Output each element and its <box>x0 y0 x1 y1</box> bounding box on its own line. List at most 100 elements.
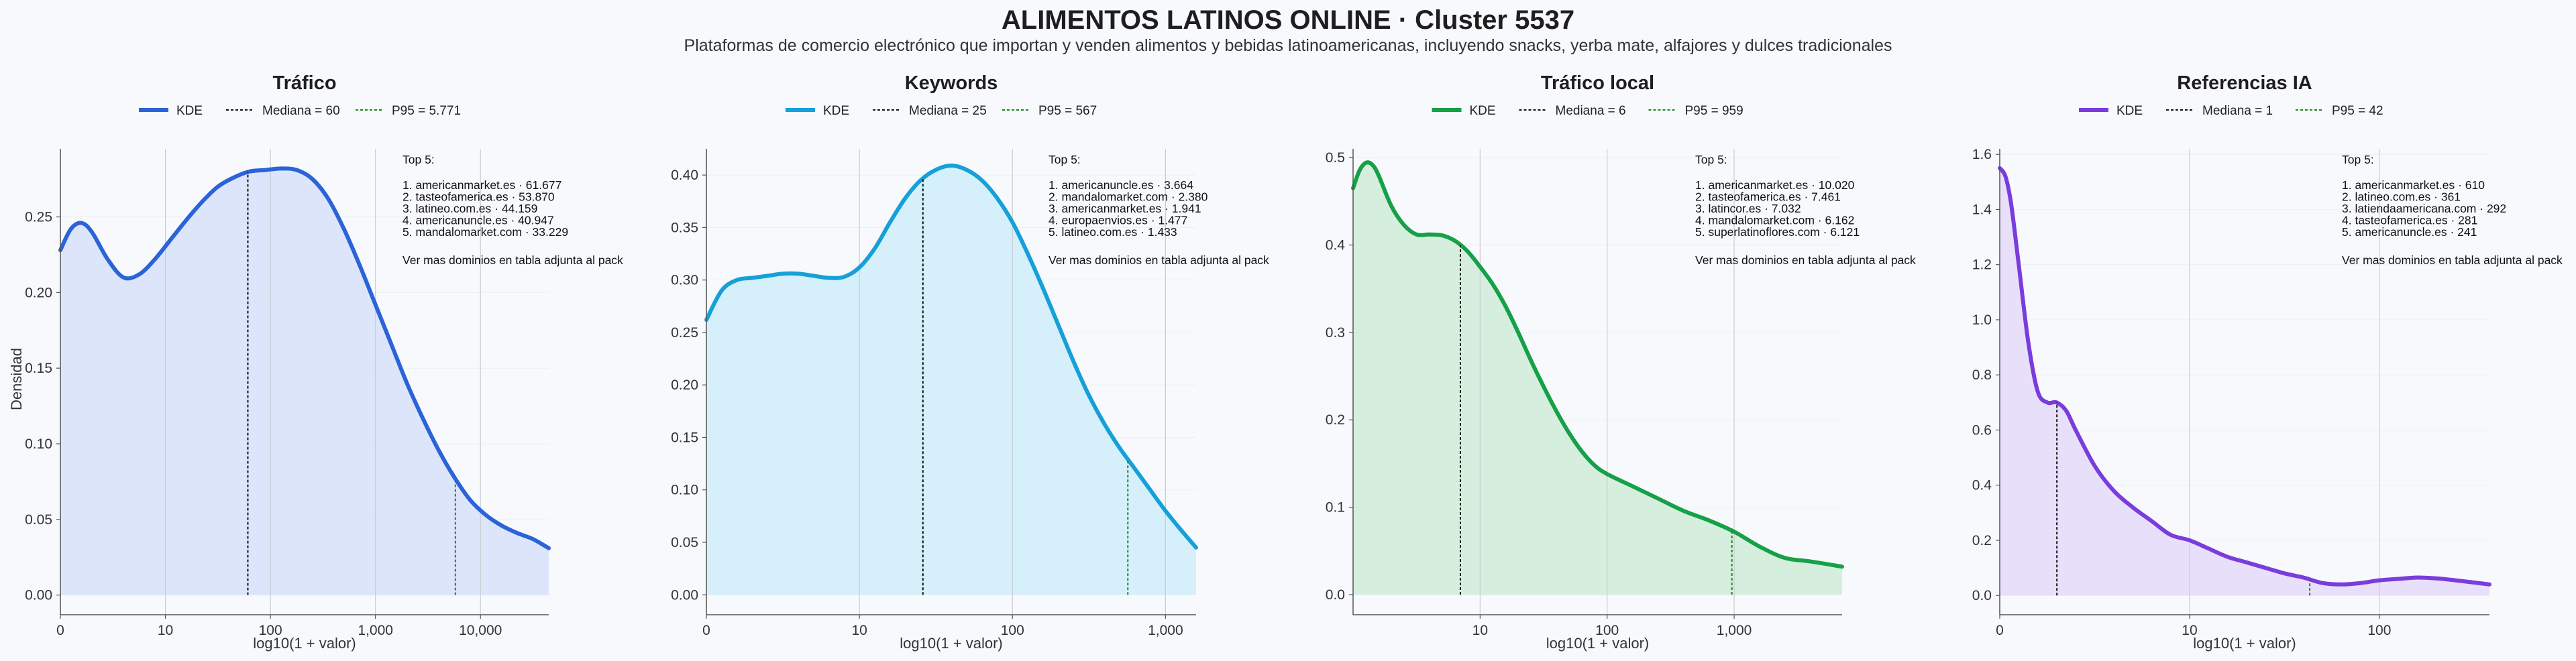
y-tick-label: 1.6 <box>1972 147 1992 162</box>
y-tick-label: 0.2 <box>1326 412 1345 428</box>
x-tick-label: 10,000 <box>459 623 502 638</box>
y-tick-label: 0.05 <box>25 512 52 528</box>
top5-item: 3. latiendaamericana.com · 292 <box>2342 202 2506 215</box>
x-tick-label: 0 <box>56 623 64 638</box>
top5-footer: Ver mas dominios en tabla adjunta al pac… <box>1695 253 1916 267</box>
y-tick-label: 0.00 <box>671 587 698 603</box>
top5-footer: Ver mas dominios en tabla adjunta al pac… <box>1049 253 1269 267</box>
page-subtitle: Plataformas de comercio electrónico que … <box>684 36 1892 55</box>
x-axis-label: log10(1 + valor) <box>2193 635 2296 652</box>
y-tick-label: 0.4 <box>1972 478 1992 493</box>
kde-line <box>58 166 551 550</box>
chart-panel-1: Tráfico KDE Mediana = 60 P95 = 5.771 0.00 0.0… <box>25 72 623 652</box>
y-tick-label: 1.4 <box>1972 202 1992 217</box>
top5-item: 2. tasteofamerica.es · 7.461 <box>1695 190 1841 204</box>
kde-line <box>1998 166 2491 587</box>
x-tick-label: 100 <box>259 623 282 638</box>
y-tick-label: 0.40 <box>671 168 698 183</box>
y-tick-label: 0.6 <box>1972 422 1992 438</box>
top5-heading: Top 5: <box>402 153 435 166</box>
chart-title: Tráfico <box>272 72 336 94</box>
page-title: ALIMENTOS LATINOS ONLINE · Cluster 5537 <box>1001 5 1575 35</box>
x-axis-label: log10(1 + valor) <box>900 635 1002 652</box>
chart-panel-4: Referencias IA KDE Mediana = 1 P95 = 42 0.0 0… <box>1972 72 2563 652</box>
top5-item: 3. latineo.com.es · 44.159 <box>402 202 537 215</box>
y-tick-label: 0.0 <box>1972 588 1992 603</box>
x-tick-label: 10 <box>851 623 867 638</box>
x-tick-label: 100 <box>2367 623 2391 638</box>
top5-item: 5. mandalomarket.com · 33.229 <box>402 225 568 239</box>
top5-item: 1. americanmarket.es · 10.020 <box>1695 178 1855 192</box>
legend-median-label: Mediana = 6 <box>1556 104 1626 118</box>
top5-item: 5. americanuncle.es · 241 <box>2342 225 2477 239</box>
x-tick-label: 0 <box>702 623 710 638</box>
y-tick-label: 0.0 <box>1326 587 1345 603</box>
top5-heading: Top 5: <box>1049 153 1081 166</box>
legend-kde-label: KDE <box>823 104 849 118</box>
top5-item: 3. latincor.es · 7.032 <box>1695 202 1801 215</box>
chart-panel-2: Keywords KDE Mediana = 25 P95 = 567 0.00 0.05… <box>671 72 1269 652</box>
legend-p95-label: P95 = 567 <box>1038 104 1097 118</box>
x-tick-label: 10 <box>158 623 173 638</box>
top5-item: 1. americanmarket.es · 610 <box>2342 178 2485 192</box>
top5-item: 2. latineo.com.es · 361 <box>2342 190 2461 204</box>
top5-item: 5. latineo.com.es · 1.433 <box>1049 225 1177 239</box>
x-tick-label: 1,000 <box>1148 623 1183 638</box>
legend-p95-label: P95 = 959 <box>1685 104 1743 118</box>
chart-title: Keywords <box>905 72 998 94</box>
legend-median-label: Mediana = 25 <box>909 104 987 118</box>
legend: KDE Mediana = 60 P95 = 5.771 <box>139 104 461 118</box>
kde-line <box>1351 160 1844 569</box>
x-tick-label: 1,000 <box>358 623 393 638</box>
top5-item: 4. mandalomarket.com · 6.162 <box>1695 214 1854 227</box>
kde-area <box>1353 162 1842 595</box>
y-tick-label: 0.00 <box>25 588 52 603</box>
top5-item: 3. americanmarket.es · 1.941 <box>1049 202 1201 215</box>
y-tick-label: 1.0 <box>1972 312 1992 328</box>
y-tick-label: 0.10 <box>25 436 52 452</box>
x-tick-label: 10 <box>1472 623 1488 638</box>
legend-p95-label: P95 = 42 <box>2332 104 2383 118</box>
y-tick-label: 0.25 <box>25 210 52 225</box>
kde-area <box>2000 168 2489 596</box>
x-tick-label: 100 <box>1595 623 1619 638</box>
y-tick-label: 0.10 <box>671 483 698 498</box>
top5-heading: Top 5: <box>1695 153 1727 166</box>
top5-item: 1. americanmarket.es · 61.677 <box>402 178 561 192</box>
y-tick-label: 0.20 <box>25 285 52 300</box>
y-tick-label: 0.1 <box>1326 500 1345 516</box>
x-axis-label: log10(1 + valor) <box>253 635 356 652</box>
y-tick-label: 0.25 <box>671 325 698 341</box>
legend-median-label: Mediana = 1 <box>2202 104 2273 118</box>
top5-item: 2. tasteofamerica.es · 53.870 <box>402 190 555 204</box>
chart-title: Tráfico local <box>1541 72 1654 94</box>
chart-panel-3: Tráfico local KDE Mediana = 6 P95 = 959 0.0 0… <box>1326 72 1916 652</box>
legend-kde-label: KDE <box>2116 104 2143 118</box>
y-tick-label: 0.4 <box>1326 237 1346 253</box>
y-tick-label: 1.2 <box>1972 257 1992 273</box>
x-tick-label: 10 <box>2182 623 2197 638</box>
y-tick-label: 0.15 <box>671 430 698 445</box>
legend-median-label: Mediana = 60 <box>262 104 340 118</box>
legend: KDE Mediana = 1 P95 = 42 <box>2079 104 2383 118</box>
x-tick-label: 1,000 <box>1717 623 1752 638</box>
top5-item: 4. americanuncle.es · 40.947 <box>402 214 554 227</box>
top5-item: 5. superlatinoflores.com · 6.121 <box>1695 225 1860 239</box>
legend: KDE Mediana = 6 P95 = 959 <box>1432 104 1743 118</box>
y-tick-label: 0.3 <box>1326 325 1345 341</box>
top5-item: 2. mandalomarket.com · 2.380 <box>1049 190 1208 204</box>
top5-footer: Ver mas dominios en tabla adjunta al pac… <box>402 253 623 267</box>
top5-footer: Ver mas dominios en tabla adjunta al pac… <box>2342 253 2563 267</box>
y-tick-label: 0.5 <box>1326 150 1345 166</box>
kde-line <box>704 164 1198 550</box>
legend-kde-label: KDE <box>1470 104 1496 118</box>
top5-item: 4. europaenvios.es · 1.477 <box>1049 214 1187 227</box>
y-tick-label: 0.35 <box>671 220 698 235</box>
x-axis-label: log10(1 + valor) <box>1546 635 1649 652</box>
y-tick-label: 0.15 <box>25 361 52 376</box>
y-tick-label: 0.20 <box>671 377 698 393</box>
